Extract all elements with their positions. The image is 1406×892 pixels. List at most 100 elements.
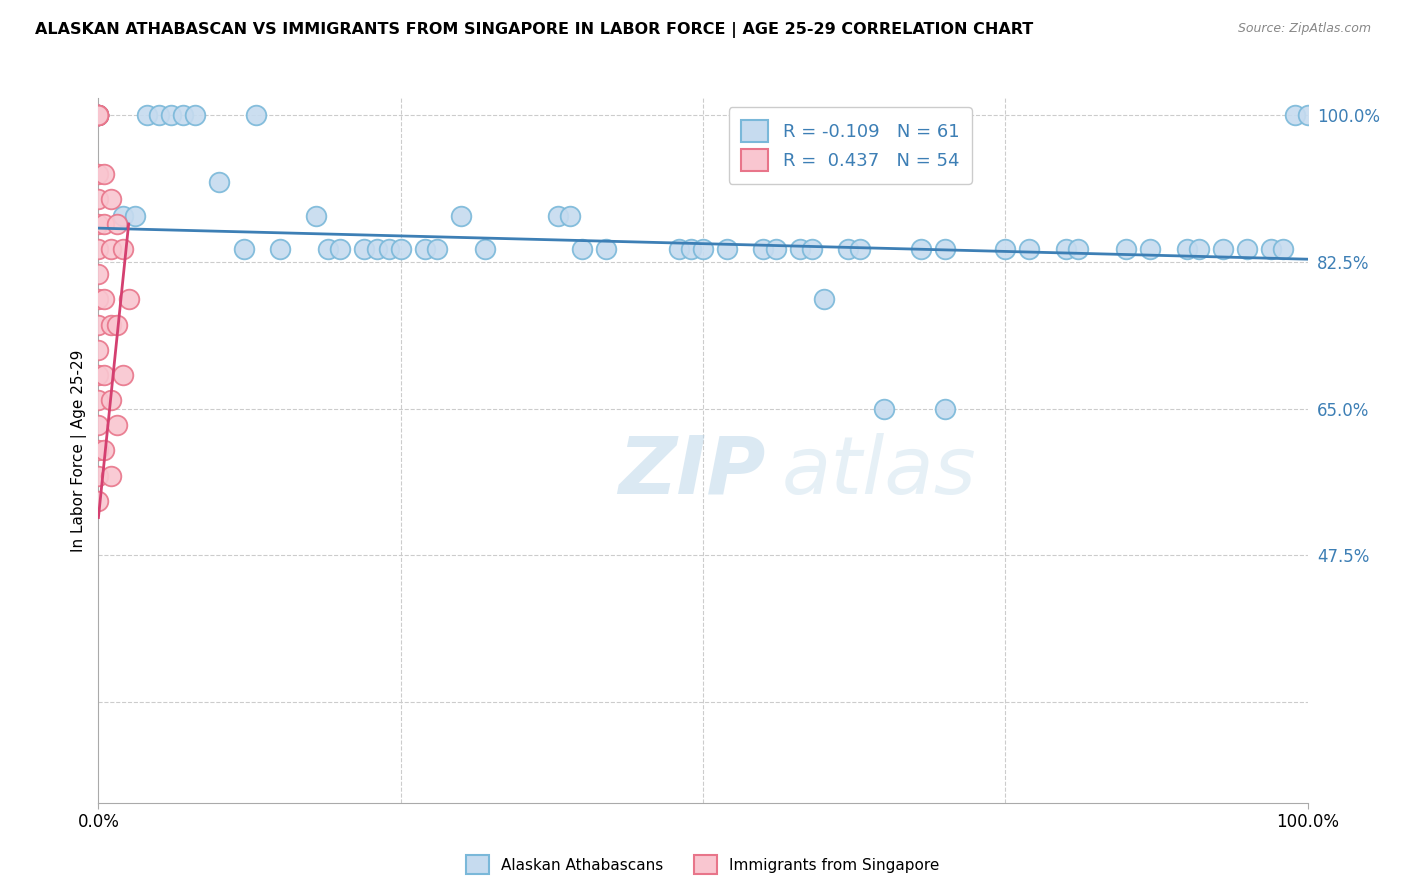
Point	[1054, 242, 1077, 256]
Point	[934, 242, 956, 256]
Point	[105, 217, 128, 231]
Point	[1067, 242, 1090, 256]
Point	[111, 368, 134, 382]
Point	[87, 493, 110, 508]
Point	[87, 108, 110, 122]
Point	[148, 108, 170, 122]
Point	[571, 242, 593, 256]
Point	[1115, 242, 1137, 256]
Point	[111, 242, 134, 256]
Point	[668, 242, 690, 256]
Point	[558, 209, 581, 223]
Point	[87, 192, 110, 206]
Point	[366, 242, 388, 256]
Point	[413, 242, 436, 256]
Point	[100, 192, 122, 206]
Point	[692, 242, 714, 256]
Point	[1139, 242, 1161, 256]
Point	[679, 242, 702, 256]
Point	[100, 468, 122, 483]
Point	[105, 418, 128, 433]
Point	[1018, 242, 1040, 256]
Point	[450, 209, 472, 223]
Text: ALASKAN ATHABASCAN VS IMMIGRANTS FROM SINGAPORE IN LABOR FORCE | AGE 25-29 CORRE: ALASKAN ATHABASCAN VS IMMIGRANTS FROM SI…	[35, 22, 1033, 38]
Point	[87, 108, 110, 122]
Point	[474, 242, 496, 256]
Point	[87, 108, 110, 122]
Point	[813, 293, 835, 307]
Text: ZIP: ZIP	[619, 433, 766, 510]
Point	[105, 318, 128, 332]
Point	[87, 108, 110, 122]
Point	[87, 108, 110, 122]
Point	[87, 167, 110, 181]
Point	[789, 242, 811, 256]
Point	[87, 343, 110, 357]
Point	[245, 108, 267, 122]
Point	[849, 242, 872, 256]
Point	[124, 209, 146, 223]
Point	[716, 242, 738, 256]
Point	[87, 268, 110, 282]
Point	[305, 209, 328, 223]
Point	[910, 242, 932, 256]
Point	[1188, 242, 1211, 256]
Point	[752, 242, 775, 256]
Point	[172, 108, 194, 122]
Point	[87, 242, 110, 256]
Point	[111, 209, 134, 223]
Point	[87, 108, 110, 122]
Point	[316, 242, 339, 256]
Point	[87, 108, 110, 122]
Point	[329, 242, 352, 256]
Point	[353, 242, 375, 256]
Point	[837, 242, 859, 256]
Point	[87, 108, 110, 122]
Point	[873, 401, 896, 416]
Point	[100, 242, 122, 256]
Point	[1272, 242, 1295, 256]
Point	[87, 217, 110, 231]
Point	[595, 242, 617, 256]
Point	[160, 108, 183, 122]
Point	[1212, 242, 1234, 256]
Point	[93, 167, 115, 181]
Point	[93, 443, 115, 458]
Point	[184, 108, 207, 122]
Point	[93, 217, 115, 231]
Point	[87, 393, 110, 408]
Point	[93, 368, 115, 382]
Point	[389, 242, 412, 256]
Text: atlas: atlas	[782, 433, 976, 510]
Point	[87, 108, 110, 122]
Point	[208, 175, 231, 189]
Point	[765, 242, 787, 256]
Point	[100, 318, 122, 332]
Point	[100, 393, 122, 408]
Point	[135, 108, 157, 122]
Point	[87, 108, 110, 122]
Y-axis label: In Labor Force | Age 25-29: In Labor Force | Age 25-29	[72, 350, 87, 551]
Point	[1236, 242, 1258, 256]
Point	[118, 293, 141, 307]
Point	[1284, 108, 1306, 122]
Point	[87, 318, 110, 332]
Point	[934, 401, 956, 416]
Point	[87, 468, 110, 483]
Point	[93, 293, 115, 307]
Point	[994, 242, 1017, 256]
Point	[800, 242, 823, 256]
Point	[1296, 108, 1319, 122]
Point	[232, 242, 254, 256]
Point	[87, 443, 110, 458]
Point	[87, 418, 110, 433]
Point	[426, 242, 449, 256]
Point	[1175, 242, 1198, 256]
Point	[547, 209, 569, 223]
Point	[269, 242, 291, 256]
Legend: Alaskan Athabascans, Immigrants from Singapore: Alaskan Athabascans, Immigrants from Sin…	[460, 849, 946, 880]
Point	[377, 242, 399, 256]
Legend: R = -0.109   N = 61, R =  0.437   N = 54: R = -0.109 N = 61, R = 0.437 N = 54	[728, 107, 972, 184]
Point	[87, 108, 110, 122]
Text: Source: ZipAtlas.com: Source: ZipAtlas.com	[1237, 22, 1371, 36]
